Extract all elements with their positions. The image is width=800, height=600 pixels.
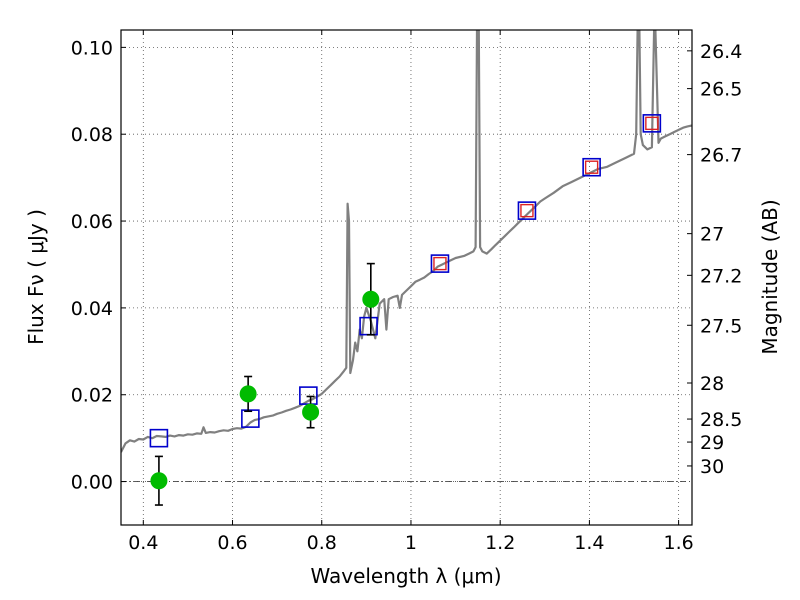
mag-tick-label: 26.4 bbox=[700, 41, 742, 63]
mag-tick-label: 29 bbox=[700, 432, 724, 454]
model-photometry-blue-square bbox=[241, 409, 260, 428]
mag-tick-label: 27.5 bbox=[700, 315, 742, 337]
mag-tick-label: 26.7 bbox=[700, 145, 742, 167]
y-tick-label: 0.10 bbox=[71, 37, 113, 59]
mag-tick-label: 30 bbox=[700, 456, 724, 478]
model-photometry-blue-square bbox=[430, 254, 450, 273]
observed-point bbox=[239, 385, 257, 403]
grid-layer bbox=[121, 30, 692, 525]
mag-tick-label: 27 bbox=[700, 224, 724, 246]
model-photometry-red-square bbox=[584, 160, 599, 174]
model-photometry-red-square bbox=[645, 116, 659, 131]
mag-tick-label: 27.2 bbox=[700, 265, 742, 287]
model-photometry-blue-square bbox=[517, 201, 537, 220]
mag-tick-label: 28.5 bbox=[700, 409, 742, 431]
x-tick-label: 1.4 bbox=[574, 532, 604, 554]
x-tick-label: 0.8 bbox=[307, 532, 337, 554]
mag-tick-label: 26.5 bbox=[700, 79, 742, 101]
y-axis-label: Flux Fν ( μJy ) bbox=[24, 209, 48, 345]
model-photometry-blue-square bbox=[642, 114, 662, 133]
model-photometry-red-square bbox=[520, 203, 534, 218]
y-tick-label: 0.02 bbox=[71, 385, 113, 407]
model-photometry-blue-square bbox=[149, 428, 169, 448]
model-spectrum-line bbox=[121, 30, 692, 453]
x-tick-label: 1.2 bbox=[485, 532, 515, 554]
observed-point bbox=[150, 472, 168, 490]
mag-tick-label: 28 bbox=[700, 373, 724, 395]
y-tick-label: 0.04 bbox=[71, 298, 113, 320]
y-tick-label: 0.08 bbox=[71, 124, 113, 146]
y-tick-label: 0.00 bbox=[71, 472, 113, 494]
plot-frame bbox=[120, 29, 693, 526]
y2-axis-label: Magnitude (AB) bbox=[758, 199, 782, 354]
data-layer bbox=[121, 30, 692, 506]
model-photometry-blue-square bbox=[582, 157, 601, 177]
observed-point bbox=[302, 403, 320, 421]
tick-layer: 0.4 0.6 0.8 1 1.2 1.4 1.6 0.00 0.02 0.04 0.06 0.08 0… bbox=[71, 30, 742, 554]
y-tick-label: 0.06 bbox=[71, 211, 113, 233]
x-axis-label: Wavelength λ (μm) bbox=[310, 564, 501, 588]
model-photometry-red-square bbox=[433, 256, 447, 271]
observed-point bbox=[362, 290, 380, 308]
x-tick-label: 1 bbox=[405, 532, 417, 554]
x-tick-label: 1.6 bbox=[664, 532, 694, 554]
x-tick-label: 0.4 bbox=[128, 532, 158, 554]
x-tick-label: 0.6 bbox=[217, 532, 247, 554]
